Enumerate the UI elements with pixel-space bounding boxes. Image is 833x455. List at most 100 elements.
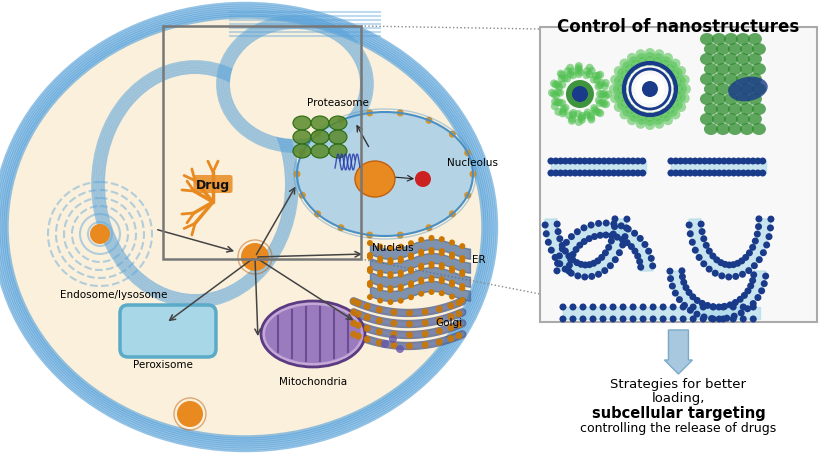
Ellipse shape — [732, 273, 739, 280]
Ellipse shape — [609, 85, 619, 95]
Ellipse shape — [572, 247, 580, 253]
Ellipse shape — [756, 216, 762, 223]
Ellipse shape — [750, 300, 756, 308]
Ellipse shape — [630, 158, 636, 165]
Ellipse shape — [671, 110, 681, 120]
Ellipse shape — [551, 99, 560, 107]
Ellipse shape — [755, 158, 761, 165]
Ellipse shape — [592, 106, 601, 113]
Ellipse shape — [631, 109, 641, 119]
Ellipse shape — [571, 170, 579, 177]
Ellipse shape — [630, 170, 636, 177]
Ellipse shape — [556, 74, 564, 82]
Ellipse shape — [556, 253, 563, 260]
Ellipse shape — [387, 245, 393, 252]
Ellipse shape — [696, 158, 703, 165]
Ellipse shape — [728, 84, 742, 96]
Ellipse shape — [636, 120, 646, 130]
Ellipse shape — [629, 112, 639, 122]
Ellipse shape — [736, 54, 750, 66]
Ellipse shape — [673, 69, 683, 79]
Ellipse shape — [724, 74, 738, 86]
Ellipse shape — [561, 105, 570, 112]
Ellipse shape — [406, 321, 413, 328]
Ellipse shape — [694, 297, 701, 304]
Ellipse shape — [387, 299, 393, 305]
Ellipse shape — [672, 170, 679, 177]
Ellipse shape — [758, 288, 766, 295]
Ellipse shape — [293, 171, 301, 178]
Ellipse shape — [397, 270, 404, 276]
Ellipse shape — [642, 82, 658, 98]
Ellipse shape — [449, 266, 455, 272]
Ellipse shape — [578, 115, 586, 123]
Text: Golgi: Golgi — [435, 317, 462, 327]
Ellipse shape — [428, 236, 435, 242]
Ellipse shape — [600, 304, 606, 311]
Ellipse shape — [766, 233, 772, 241]
Ellipse shape — [755, 170, 761, 177]
Ellipse shape — [456, 322, 462, 329]
Ellipse shape — [337, 225, 345, 232]
Ellipse shape — [645, 117, 655, 127]
Ellipse shape — [311, 131, 329, 145]
Ellipse shape — [600, 101, 608, 109]
Ellipse shape — [635, 158, 641, 165]
Ellipse shape — [418, 237, 424, 243]
Ellipse shape — [617, 85, 627, 95]
Ellipse shape — [543, 231, 550, 238]
Ellipse shape — [686, 222, 693, 229]
Ellipse shape — [728, 44, 742, 56]
Ellipse shape — [456, 299, 462, 307]
Ellipse shape — [721, 170, 727, 177]
Ellipse shape — [597, 80, 606, 88]
Ellipse shape — [428, 248, 435, 253]
Ellipse shape — [738, 258, 746, 265]
Ellipse shape — [691, 247, 699, 254]
Ellipse shape — [667, 158, 675, 165]
Ellipse shape — [355, 322, 362, 329]
Text: Drug: Drug — [196, 178, 230, 191]
Ellipse shape — [620, 110, 630, 120]
Ellipse shape — [550, 91, 558, 99]
Ellipse shape — [661, 57, 671, 67]
Ellipse shape — [556, 92, 564, 100]
Ellipse shape — [741, 292, 748, 299]
Ellipse shape — [682, 170, 689, 177]
Ellipse shape — [459, 283, 466, 289]
Ellipse shape — [541, 222, 549, 229]
Ellipse shape — [752, 64, 766, 76]
Ellipse shape — [449, 240, 455, 246]
Ellipse shape — [552, 92, 560, 100]
Ellipse shape — [759, 158, 766, 165]
Ellipse shape — [406, 310, 413, 317]
Ellipse shape — [586, 115, 594, 123]
Bar — [540, 28, 817, 322]
Ellipse shape — [605, 244, 612, 251]
Ellipse shape — [677, 85, 687, 95]
Ellipse shape — [576, 242, 583, 249]
Ellipse shape — [622, 107, 632, 117]
Ellipse shape — [726, 302, 734, 308]
Ellipse shape — [730, 304, 736, 311]
Ellipse shape — [600, 80, 607, 88]
Ellipse shape — [367, 241, 373, 247]
Ellipse shape — [557, 158, 564, 165]
Ellipse shape — [554, 260, 561, 267]
Ellipse shape — [570, 316, 576, 323]
Ellipse shape — [595, 84, 602, 91]
Ellipse shape — [554, 221, 561, 228]
Ellipse shape — [376, 307, 383, 313]
Ellipse shape — [710, 253, 716, 260]
Ellipse shape — [618, 92, 628, 102]
Ellipse shape — [391, 342, 397, 349]
Ellipse shape — [447, 324, 454, 331]
Ellipse shape — [591, 78, 599, 86]
Ellipse shape — [750, 158, 756, 165]
Ellipse shape — [740, 158, 747, 165]
Ellipse shape — [716, 158, 723, 165]
Ellipse shape — [603, 220, 610, 227]
Ellipse shape — [720, 304, 726, 311]
Ellipse shape — [565, 66, 572, 73]
Ellipse shape — [704, 124, 718, 136]
